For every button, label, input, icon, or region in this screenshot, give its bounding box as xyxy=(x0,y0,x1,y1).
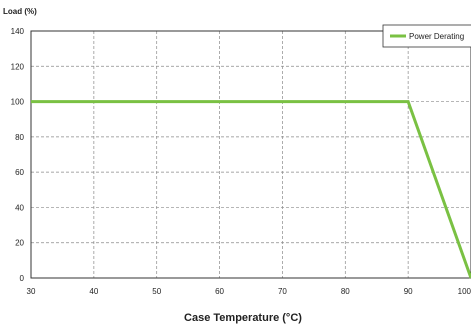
x-tick-label: 90 xyxy=(404,287,413,296)
x-tick-label: 50 xyxy=(152,287,161,296)
y-tick-label: 20 xyxy=(15,239,24,248)
y-tick-label: 60 xyxy=(15,168,24,177)
x-axis-tick-labels: 30 40 50 60 70 80 90 100 xyxy=(27,287,471,296)
y-tick-label: 120 xyxy=(11,62,25,71)
y-tick-label: 100 xyxy=(11,98,25,107)
x-tick-label: 100 xyxy=(458,287,471,296)
legend-box xyxy=(382,24,471,48)
y-tick-label: 40 xyxy=(15,203,24,212)
y-axis-tick-labels: 0 20 40 60 80 100 120 140 xyxy=(11,27,25,283)
x-tick-label: 60 xyxy=(215,287,224,296)
grid xyxy=(31,31,471,278)
y-axis-title: Load (%) xyxy=(3,7,37,16)
x-tick-label: 30 xyxy=(27,287,36,296)
y-tick-label: 80 xyxy=(15,133,24,142)
legend: Power Derating xyxy=(382,24,471,48)
x-tick-label: 80 xyxy=(341,287,350,296)
x-axis-title: Case Temperature (°C) xyxy=(184,312,302,324)
series-line-power-derating xyxy=(31,100,471,279)
y-tick-label: 140 xyxy=(11,27,25,36)
y-tick-label: 0 xyxy=(20,274,25,283)
plot-area-frame xyxy=(30,30,471,279)
legend-label-power-derating: Power Derating xyxy=(409,32,464,41)
series-layer xyxy=(31,100,471,279)
x-tick-label: 70 xyxy=(278,287,287,296)
x-tick-label: 40 xyxy=(89,287,98,296)
